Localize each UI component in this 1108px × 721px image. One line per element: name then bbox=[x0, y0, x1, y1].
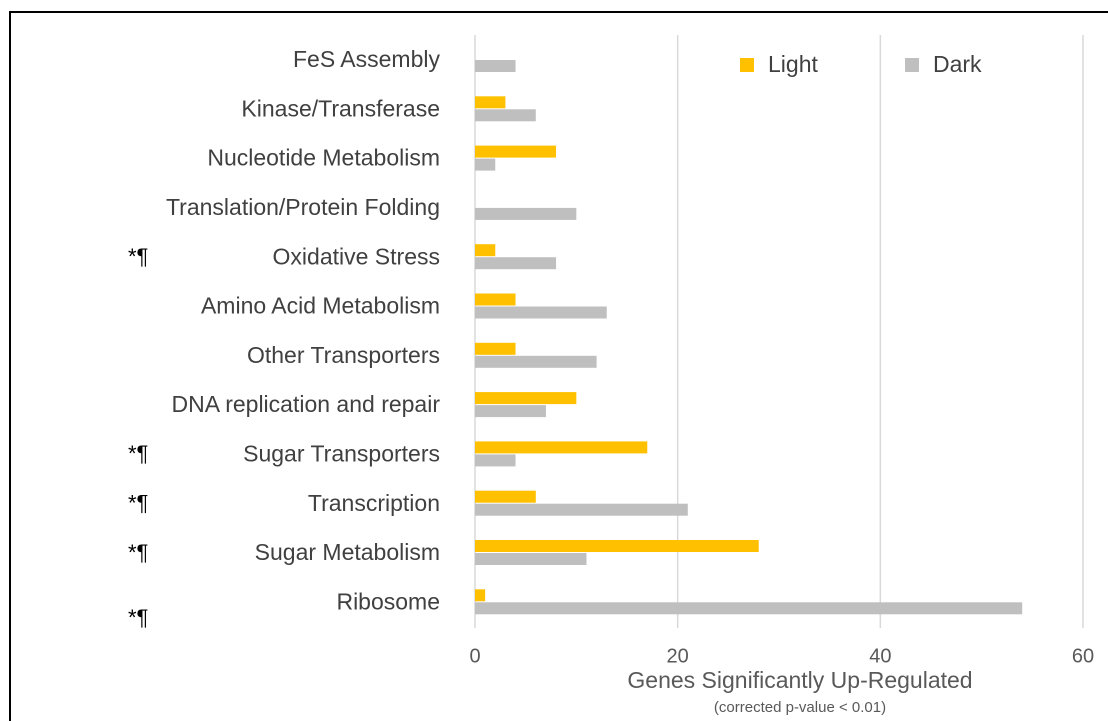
y-tick-label: Other Transporters bbox=[247, 342, 440, 368]
legend-label: Dark bbox=[933, 51, 982, 77]
bar bbox=[475, 540, 759, 552]
annotation: *¶ bbox=[128, 244, 148, 269]
bar bbox=[475, 342, 516, 355]
x-axis-label: Genes Significantly Up-Regulated bbox=[627, 667, 972, 693]
bar bbox=[475, 244, 496, 257]
x-tick-label: 0 bbox=[469, 645, 480, 667]
y-tick-label: Ribosome bbox=[336, 588, 440, 614]
legend-swatch bbox=[905, 58, 919, 72]
y-tick-label: DNA replication and repair bbox=[172, 391, 441, 417]
legend-label: Light bbox=[768, 51, 818, 77]
bar bbox=[475, 96, 506, 109]
bar bbox=[475, 392, 577, 405]
bar bbox=[475, 602, 1023, 615]
bar bbox=[475, 589, 486, 602]
bar bbox=[475, 490, 536, 503]
bar bbox=[475, 207, 577, 220]
y-tick-label: Sugar Transporters bbox=[243, 440, 440, 466]
bar bbox=[475, 355, 597, 368]
bar bbox=[475, 441, 648, 454]
annotation: *¶ bbox=[128, 605, 148, 630]
y-tick-label: Nucleotide Metabolism bbox=[207, 145, 440, 171]
y-tick-label: Oxidative Stress bbox=[273, 243, 440, 269]
frame bbox=[9, 11, 1108, 721]
bar bbox=[475, 454, 516, 467]
bar bbox=[475, 553, 587, 565]
y-tick-label: FeS Assembly bbox=[293, 46, 440, 72]
bar bbox=[475, 306, 607, 319]
annotation: *¶ bbox=[128, 491, 148, 516]
y-tick-label: Kinase/Transferase bbox=[241, 95, 440, 121]
bar bbox=[475, 405, 546, 418]
bar bbox=[475, 257, 557, 270]
bar bbox=[475, 60, 516, 72]
bar bbox=[475, 293, 516, 306]
bar bbox=[475, 145, 557, 158]
bar bbox=[475, 109, 536, 122]
legend-swatch bbox=[740, 58, 754, 72]
x-tick-label: 60 bbox=[1072, 645, 1094, 667]
y-tick-label: Transcription bbox=[308, 490, 440, 516]
annotation: *¶ bbox=[128, 540, 148, 565]
y-tick-label: Amino Acid Metabolism bbox=[201, 293, 440, 319]
x-tick-label: 40 bbox=[869, 645, 891, 667]
bar bbox=[475, 158, 496, 171]
x-tick-label: 20 bbox=[667, 645, 689, 667]
bar bbox=[475, 503, 688, 516]
x-axis-note: (corrected p-value < 0.01) bbox=[714, 699, 886, 716]
annotation: *¶ bbox=[128, 441, 148, 466]
y-tick-label: Translation/Protein Folding bbox=[166, 194, 440, 220]
y-tick-label: Sugar Metabolism bbox=[255, 539, 440, 565]
